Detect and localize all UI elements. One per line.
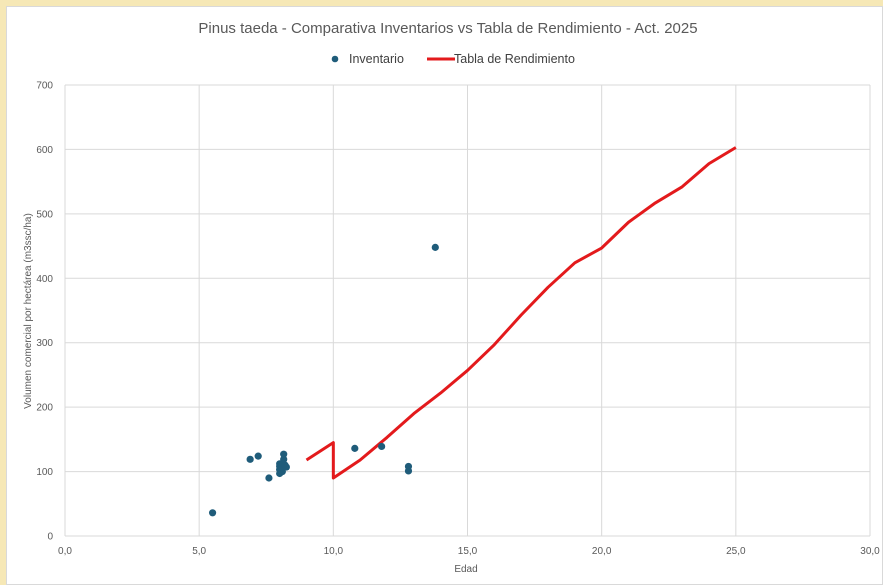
y-tick-label: 700 [36,81,53,92]
data-point-inventario [280,455,288,463]
series-line-tabla-de-rendimiento [305,146,737,480]
x-tick-label: 5,0 [192,546,206,557]
chart-card [6,6,883,585]
data-point-inventario [280,450,288,458]
tick-labels: 0,0 5,0 10,0 15,0 20,0 25,0 30,0 0 100 200 300 400 5… [36,81,880,558]
x-tick-label: 0,0 [58,546,72,557]
grid [64,84,871,537]
legend-label-inventario: Inventario [349,52,404,66]
legend-marker-inventario [331,55,339,63]
scatter-series-inventario [208,243,439,517]
x-tick-label: 10,0 [324,546,344,557]
x-tick-label: 30,0 [860,546,880,557]
y-tick-label: 500 [36,209,53,220]
x-tick-label: 25,0 [726,546,746,557]
data-point-inventario [265,474,273,482]
chart-title: Pinus taeda - Comparativa Inventarios vs… [198,20,697,37]
y-axis-label: Volumen comercial por hectárea (m3ssc/ha… [23,213,34,409]
data-point-inventario [431,243,439,251]
data-point-inventario [404,462,413,471]
data-point-inventario [351,444,359,452]
y-tick-label: 400 [36,274,53,285]
x-axis-label: Edad [454,564,477,575]
data-point-inventario [282,463,290,471]
y-tick-label: 0 [47,532,53,543]
x-tick-label: 15,0 [458,546,478,557]
y-tick-label: 600 [36,145,53,156]
data-point-inventario [254,452,262,460]
line-series-tabla-de-rendimiento [305,146,737,480]
data-point-inventario [378,442,386,451]
data-point-inventario [246,455,254,463]
legend-label-tabla-de-rendimiento: Tabla de Rendimiento [454,52,575,66]
x-tick-label: 20,0 [592,546,612,557]
data-point-inventario [208,509,217,517]
legend: Inventario Tabla de Rendimiento [331,52,575,66]
y-tick-label: 300 [36,338,53,349]
y-tick-label: 200 [36,403,53,414]
y-tick-label: 100 [36,467,53,478]
